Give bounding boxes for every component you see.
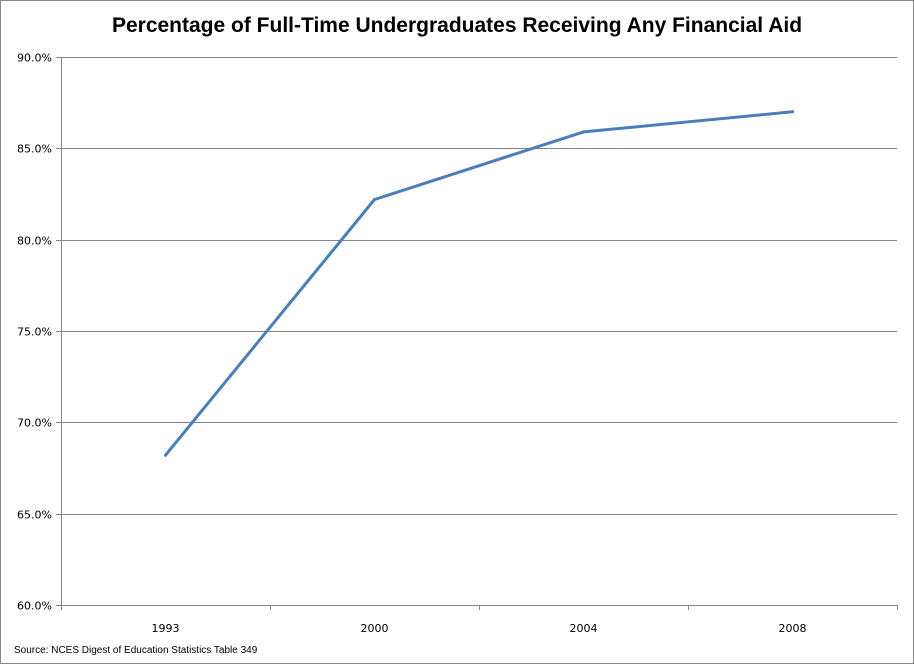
y-tick-label: 80.0% [17,235,52,248]
chart-title: Percentage of Full-Time Undergraduates R… [111,14,803,37]
y-tick-label: 85.0% [17,143,52,156]
y-tick-label: 65.0% [17,509,52,522]
y-tick-label: 60.0% [17,600,52,613]
data-point [582,130,585,134]
x-tick-label: 2004 [570,622,598,635]
y-tick-label: 70.0% [17,417,52,430]
data-point [164,453,167,457]
series-line [164,110,794,457]
x-tick-label: 2000 [361,622,389,635]
data-point [373,197,376,201]
y-tick-label: 75.0% [17,326,52,339]
y-tick-label: 90.0% [17,52,52,65]
x-tick-label: 2008 [779,622,807,635]
data-point [791,110,794,114]
x-tick-label: 1993 [152,622,180,635]
source-note: Source: NCES Digest of Education Statist… [14,645,258,656]
